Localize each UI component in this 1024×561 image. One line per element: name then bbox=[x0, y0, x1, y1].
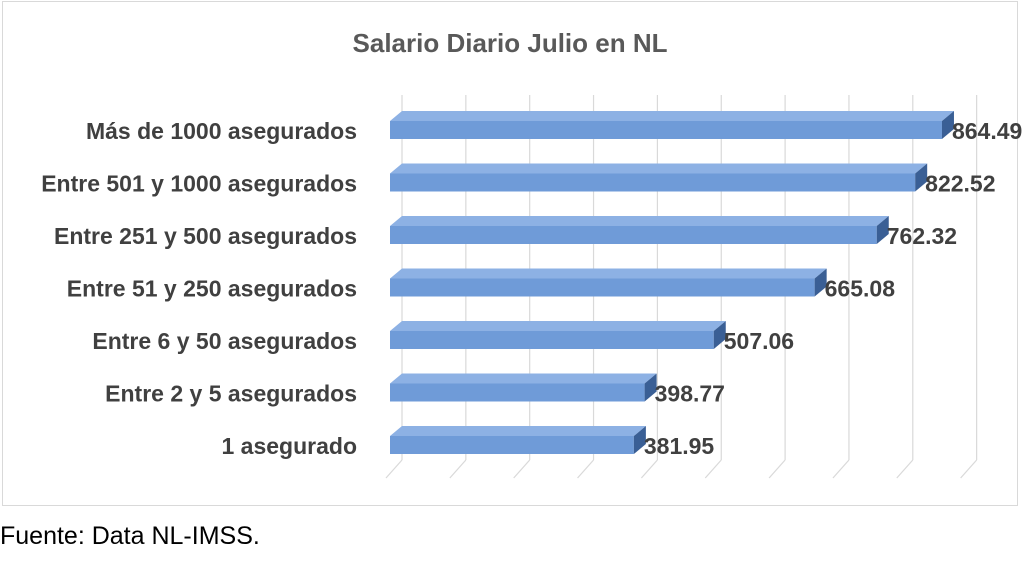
gridline-floor bbox=[960, 459, 978, 479]
category-label: 1 asegurado bbox=[222, 433, 358, 459]
bar-front-face bbox=[390, 331, 714, 349]
data-labels: 864.49 822.52 762.32 665.08 507.06 398.77 381.… bbox=[644, 118, 1022, 459]
category-label: Más de 1000 asegurados bbox=[86, 118, 357, 144]
data-label: 762.32 bbox=[887, 223, 957, 249]
gridline-floor bbox=[449, 459, 467, 479]
gridline-floor bbox=[513, 459, 531, 479]
category-label: Entre 251 y 500 asegurados bbox=[54, 223, 357, 249]
bar-top-face bbox=[390, 163, 928, 174]
bar bbox=[390, 163, 928, 192]
bar-front-face bbox=[390, 383, 645, 402]
bar-front-face bbox=[390, 173, 916, 192]
bar-top-face bbox=[390, 426, 646, 436]
bar-front-face bbox=[390, 121, 942, 139]
source-note: Fuente: Data NL-IMSS. bbox=[0, 522, 260, 550]
bar bbox=[390, 321, 726, 349]
chart-title: Salario Diario Julio en NL bbox=[353, 28, 668, 58]
bar bbox=[390, 268, 827, 297]
data-label: 864.49 bbox=[952, 118, 1022, 144]
bar-side-face bbox=[633, 426, 646, 454]
category-label: Entre 2 y 5 asegurados bbox=[105, 381, 357, 407]
data-label: 507.06 bbox=[724, 328, 794, 354]
bar bbox=[390, 216, 889, 244]
bar-front-face bbox=[390, 436, 634, 454]
gridline-floor bbox=[832, 459, 850, 479]
gridline-floor bbox=[768, 459, 786, 479]
bar bbox=[390, 373, 657, 402]
bar-top-face bbox=[390, 321, 726, 331]
gridline-floor bbox=[577, 459, 594, 479]
bar-front-face bbox=[390, 226, 877, 244]
bar-top-face bbox=[390, 268, 827, 279]
category-labels: Más de 1000 asegurados Entre 501 y 1000 a… bbox=[41, 118, 357, 459]
bar-side-face bbox=[713, 321, 726, 349]
bar-side-face bbox=[915, 163, 928, 192]
data-label: 822.52 bbox=[925, 171, 995, 197]
gridline-floor bbox=[385, 459, 403, 479]
gridline-floor bbox=[896, 459, 914, 479]
bar-top-face bbox=[390, 111, 954, 121]
category-label: Entre 51 y 250 asegurados bbox=[67, 276, 357, 302]
category-label: Entre 6 y 50 asegurados bbox=[92, 328, 357, 354]
data-label: 398.77 bbox=[655, 381, 725, 407]
bar-side-face bbox=[814, 268, 827, 297]
data-label: 665.08 bbox=[825, 276, 896, 302]
bars bbox=[390, 111, 954, 454]
bar-front-face bbox=[390, 278, 815, 297]
bar-top-face bbox=[390, 216, 889, 226]
data-label: 381.95 bbox=[644, 433, 715, 459]
bar-side-face bbox=[941, 111, 954, 139]
gridline-floor bbox=[640, 459, 658, 479]
bar bbox=[390, 111, 954, 139]
bar-top-face bbox=[390, 373, 657, 384]
gridline-floor bbox=[704, 459, 722, 479]
category-label: Entre 501 y 1000 asegurados bbox=[41, 171, 357, 197]
bar-side-face bbox=[876, 216, 889, 244]
bar bbox=[390, 426, 646, 454]
bar-chart: Salario Diario Julio en NL Más de 1000 a… bbox=[41, 28, 1022, 479]
bar-side-face bbox=[644, 373, 657, 402]
